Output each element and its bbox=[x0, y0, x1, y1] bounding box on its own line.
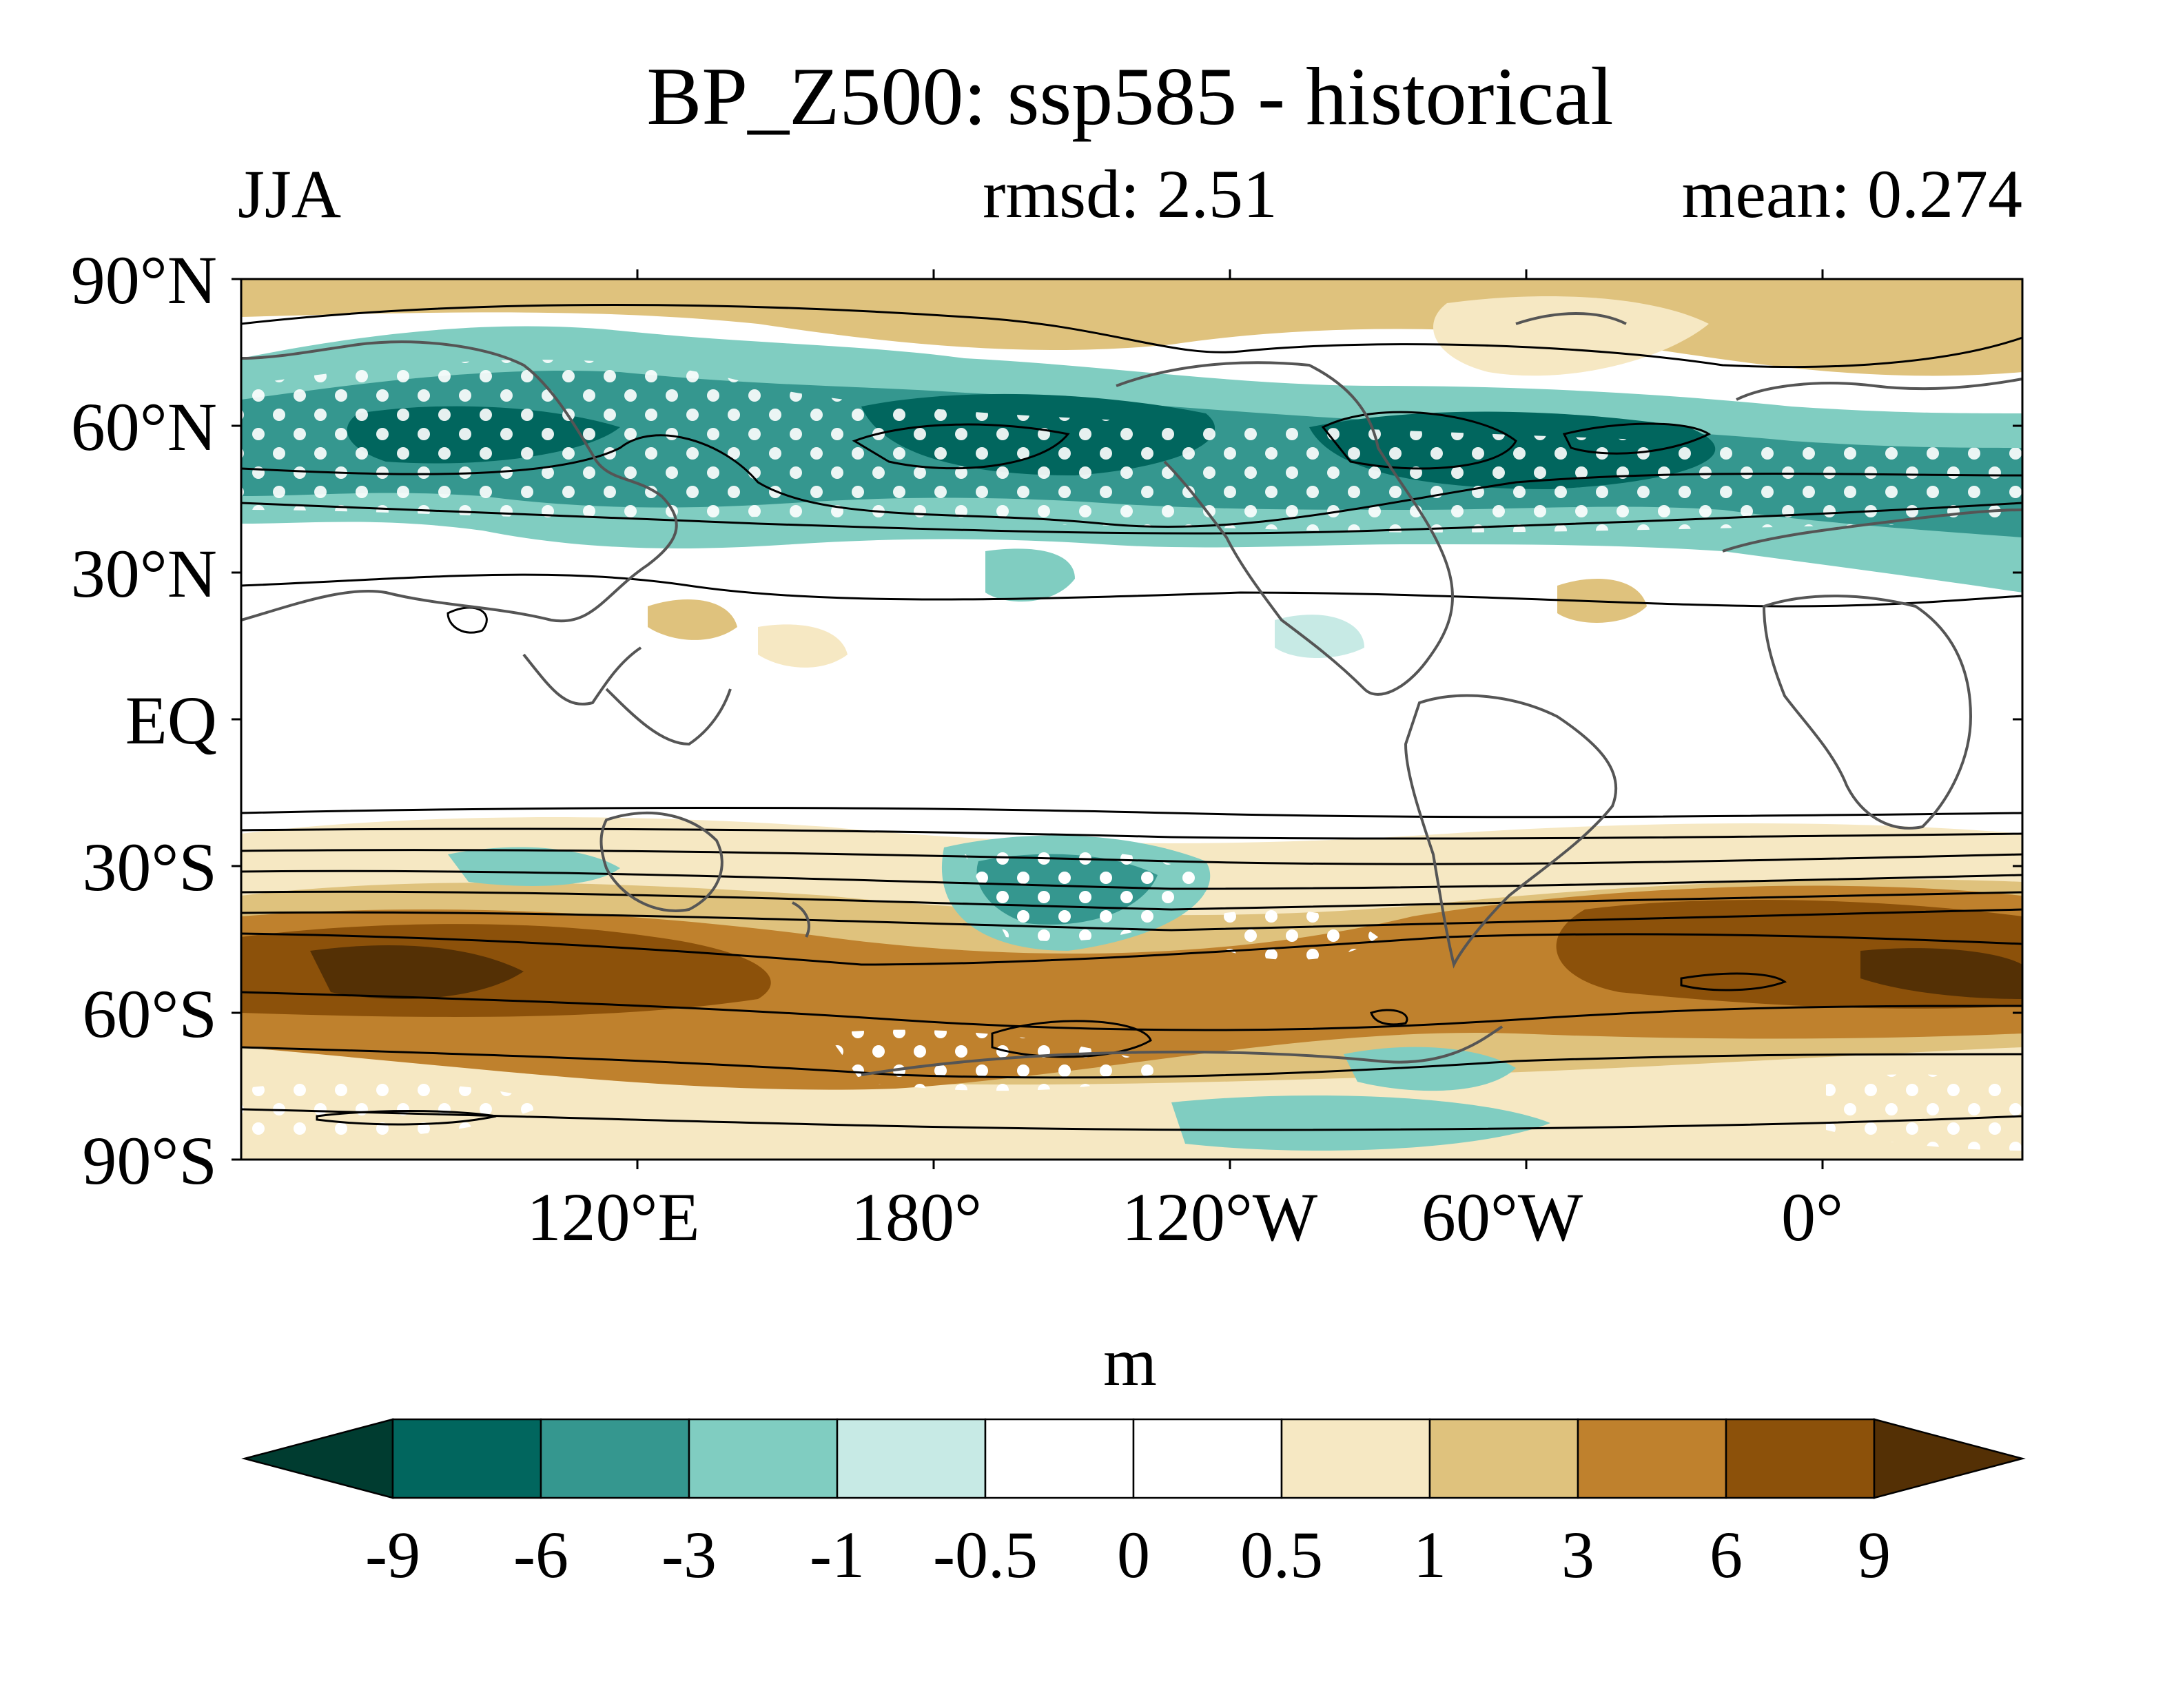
colorbar-labels: -9 -6 -3 -1 -0.5 0 0.5 1 3 6 9 bbox=[365, 1518, 1891, 1592]
coastlines bbox=[241, 312, 2022, 1076]
colorbar: m -9 -6 -3 -1 -0.5 0 0.5 1 3 6 9 bbox=[241, 1324, 2026, 1592]
lat-label: 90°S bbox=[82, 1122, 217, 1199]
lon-label: 0° bbox=[1781, 1179, 1843, 1255]
colorbar-tick-label: 3 bbox=[1561, 1518, 1594, 1592]
lon-label: 120°E bbox=[526, 1179, 699, 1255]
colorbar-cell bbox=[391, 1418, 542, 1499]
colorbar-cell bbox=[540, 1418, 690, 1499]
colorbar-tick-label: -6 bbox=[513, 1518, 568, 1592]
season-label: JJA bbox=[238, 156, 341, 232]
lat-label: 60°N bbox=[71, 389, 217, 465]
rmsd-label: rmsd: 2.51 bbox=[983, 156, 1278, 232]
colorbar-tick-label: -0.5 bbox=[933, 1518, 1038, 1592]
lat-label: EQ bbox=[125, 682, 217, 759]
lat-label: 90°N bbox=[71, 242, 217, 318]
colorbar-cell bbox=[1428, 1418, 1579, 1499]
figure-title: BP_Z500: ssp585 - historical bbox=[646, 50, 1613, 142]
colorbar-tick-label: -3 bbox=[661, 1518, 717, 1592]
lat-label: 30°S bbox=[82, 829, 217, 905]
colorbar-tick-label: 0.5 bbox=[1240, 1518, 1323, 1592]
lon-label: 180° bbox=[851, 1179, 982, 1255]
colorbar-cells bbox=[241, 1418, 2026, 1499]
colorbar-tick-label: -1 bbox=[810, 1518, 865, 1592]
colorbar-cell bbox=[1132, 1418, 1283, 1499]
climatology-contours bbox=[241, 304, 2022, 1131]
colorbar-cell bbox=[688, 1418, 839, 1499]
lon-labels: 120°E 180° 120°W 60°W 0° bbox=[526, 1179, 1843, 1255]
colorbar-cell bbox=[1577, 1418, 1727, 1499]
axis-ticks bbox=[232, 269, 2022, 1169]
colorbar-cell bbox=[1725, 1418, 1876, 1499]
colorbar-tick-label: 0 bbox=[1117, 1518, 1150, 1592]
significance-stippling bbox=[241, 360, 2022, 1151]
lon-label: 120°W bbox=[1122, 1179, 1318, 1255]
colorbar-tick-label: 6 bbox=[1710, 1518, 1743, 1592]
colorbar-tick-label: 1 bbox=[1413, 1518, 1446, 1592]
colorbar-cell bbox=[836, 1418, 987, 1499]
lat-label: 60°S bbox=[82, 976, 217, 1052]
colorbar-cell bbox=[241, 1418, 394, 1499]
colorbar-cell bbox=[1873, 1418, 2026, 1499]
colorbar-unit: m bbox=[1103, 1324, 1157, 1400]
colorbar-tick-label: 9 bbox=[1858, 1518, 1891, 1592]
mean-label: mean: 0.274 bbox=[1682, 156, 2022, 232]
colorbar-cell bbox=[1280, 1418, 1431, 1499]
lat-label: 30°N bbox=[71, 535, 217, 612]
colorbar-tick-label: -9 bbox=[365, 1518, 420, 1592]
map-panel bbox=[241, 279, 2022, 1160]
lat-labels: 90°N 60°N 30°N EQ 30°S 60°S 90°S bbox=[71, 242, 217, 1199]
lon-label: 60°W bbox=[1422, 1179, 1583, 1255]
colorbar-cell bbox=[984, 1418, 1135, 1499]
